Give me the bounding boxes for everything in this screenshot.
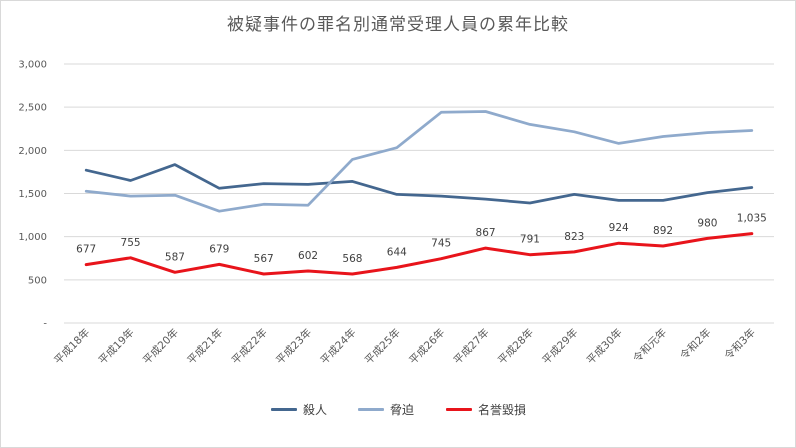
- y-tick-label: 2,000: [18, 146, 47, 157]
- data-label: 823: [564, 231, 584, 243]
- y-tick-label: 2,500: [18, 103, 47, 114]
- x-tick-label: 平成19年: [96, 326, 137, 367]
- data-label: 602: [298, 250, 318, 262]
- x-tick-label: 平成21年: [185, 326, 226, 367]
- x-tick-label: 平成26年: [406, 326, 447, 367]
- data-label: 679: [209, 243, 229, 255]
- x-tick-label: 平成27年: [451, 326, 492, 367]
- data-label: 867: [476, 227, 496, 239]
- legend-item-murder: 殺人: [271, 401, 327, 417]
- x-tick-label: 令和元年: [630, 326, 669, 365]
- legend-label-murder: 殺人: [303, 402, 328, 417]
- legend-item-intimidation: 脅迫: [358, 401, 414, 417]
- x-tick-label: 平成25年: [362, 326, 403, 367]
- legend-line-intimidation: [358, 407, 384, 411]
- x-tick-label: 令和2年: [677, 326, 713, 362]
- data-label: 791: [520, 234, 540, 246]
- data-label: 567: [254, 253, 274, 265]
- series-line-2: [84, 110, 754, 213]
- x-tick-label: 平成18年: [51, 326, 92, 367]
- y-tick-label: -: [43, 319, 47, 330]
- legend-line-defamation: [446, 407, 472, 411]
- legend-label-defamation: 名誉毀損: [478, 402, 527, 417]
- x-tick-label: 平成29年: [540, 326, 581, 367]
- data-label: 644: [387, 246, 407, 258]
- data-label: 587: [165, 251, 185, 263]
- series-line-1: [84, 163, 754, 205]
- data-label: 755: [121, 237, 141, 249]
- x-tick-label: 平成28年: [495, 326, 536, 367]
- series-line-3: [84, 232, 754, 276]
- x-tick-label: 平成22年: [229, 326, 270, 367]
- data-label: 924: [609, 222, 629, 234]
- y-tick-label: 1,000: [18, 232, 47, 243]
- legend-label-intimidation: 脅迫: [390, 402, 415, 417]
- data-label: 980: [697, 217, 717, 229]
- x-tick-label: 平成24年: [318, 326, 359, 367]
- x-tick-label: 平成20年: [140, 326, 181, 367]
- chart-title: 被疑事件の罪名別通常受理人員の累年比較: [227, 15, 569, 35]
- data-label: 677: [76, 244, 96, 256]
- x-tick-label: 平成30年: [584, 326, 625, 367]
- y-tick-label: 3,000: [18, 60, 47, 71]
- y-tick-label: 500: [28, 275, 47, 286]
- legend: 殺人 脅迫 名誉毀損: [0, 401, 796, 417]
- y-tick-label: 1,500: [18, 189, 47, 200]
- data-label: 892: [653, 225, 673, 237]
- data-label: 1,035: [737, 213, 767, 225]
- legend-line-murder: [271, 407, 297, 411]
- data-label: 568: [342, 253, 362, 265]
- legend-item-defamation: 名誉毀損: [446, 401, 526, 417]
- x-tick-label: 令和3年: [722, 326, 758, 362]
- data-label: 745: [431, 238, 451, 250]
- x-tick-label: 平成23年: [273, 326, 314, 367]
